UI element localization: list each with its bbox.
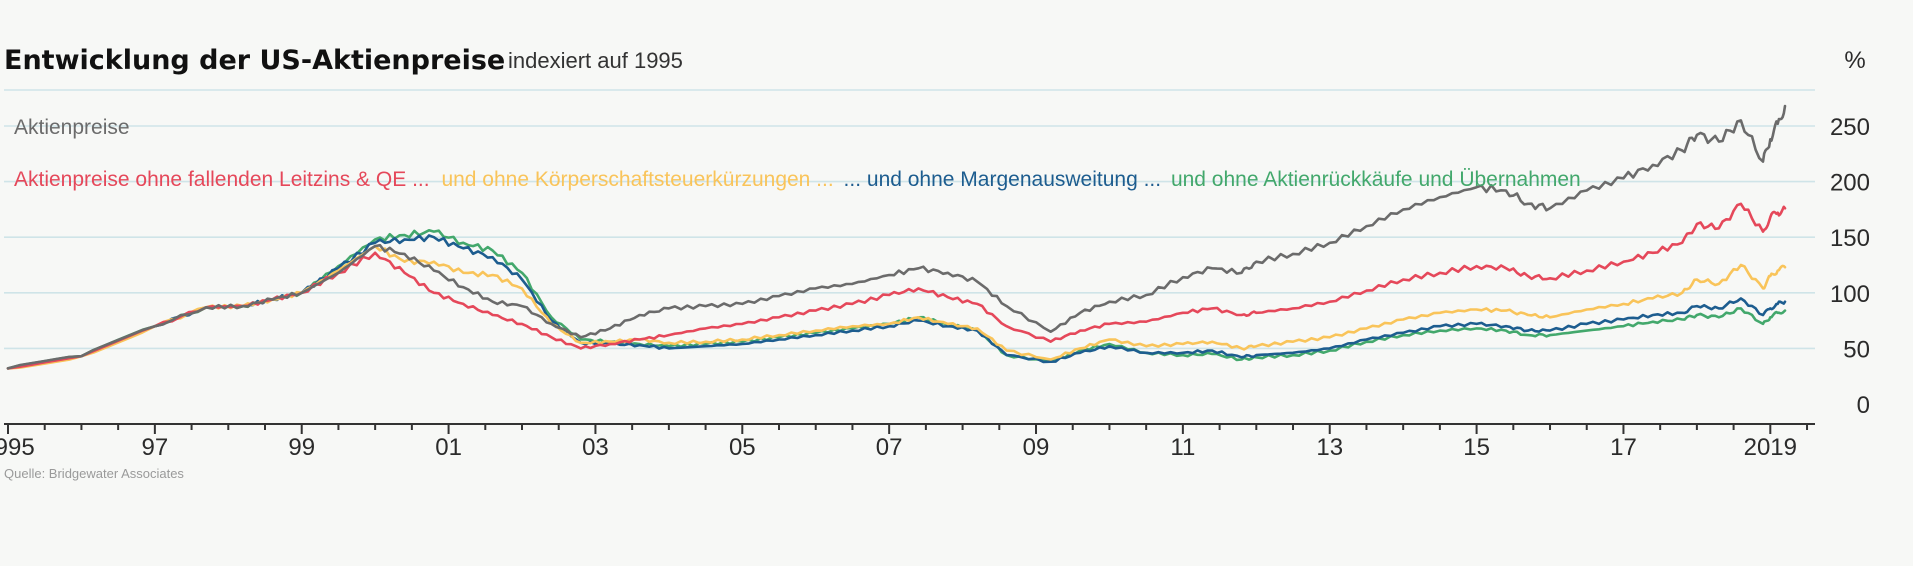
x-tick-label-09: 09 bbox=[1023, 434, 1050, 461]
series-lines bbox=[6, 104, 1787, 370]
x-tick-label-2019: 2019 bbox=[1744, 434, 1797, 461]
y-tick-label-200: 200 bbox=[1830, 170, 1870, 197]
source-note: Quelle: Bridgewater Associates bbox=[4, 466, 184, 481]
series-line-1 bbox=[6, 202, 1787, 370]
gridlines bbox=[4, 125, 1815, 350]
legend-aktienpreise: Aktienpreise bbox=[14, 116, 130, 139]
series-line-2 bbox=[6, 244, 1787, 370]
x-tick-label-11: 11 bbox=[1170, 434, 1195, 461]
x-tick-label-07: 07 bbox=[876, 434, 903, 461]
x-tick-label-05: 05 bbox=[729, 434, 756, 461]
x-tick-label-1995: 1995 bbox=[0, 434, 35, 461]
series-line-3 bbox=[6, 234, 1787, 370]
legend-ohne-steuerkuerzungen: und ohne Körperschaftsteuerkürzungen ... bbox=[441, 168, 833, 191]
chart-title: Entwicklung der US-Aktienpreise bbox=[4, 45, 505, 76]
x-tick-label-01: 01 bbox=[435, 434, 462, 461]
legend-ohne-aktienrueckkaeufe: und ohne Aktienrückkäufe und Übernahmen bbox=[1171, 168, 1581, 191]
x-tick-label-13: 13 bbox=[1316, 434, 1343, 461]
x-axis-ticks: 1995 97 99 01 03 05 07 09 11 13 15 17 2019 bbox=[0, 424, 1809, 461]
legend-ohne-margenausweitung: ... und ohne Margenausweitung ... bbox=[844, 168, 1162, 191]
y-unit-label: % bbox=[1844, 47, 1865, 74]
x-tick-label-03: 03 bbox=[582, 434, 609, 461]
y-tick-label-50: 50 bbox=[1843, 336, 1870, 363]
legend: Aktienpreise Aktienpreise ohne fallenden… bbox=[14, 116, 1581, 191]
x-tick-label-17: 17 bbox=[1610, 434, 1637, 461]
legend-series-row: Aktienpreise ohne fallenden Leitzins & Q… bbox=[14, 168, 1581, 191]
x-tick-label-15: 15 bbox=[1463, 434, 1490, 461]
chart-subtitle: indexiert auf 1995 bbox=[508, 48, 683, 73]
y-tick-label-150: 150 bbox=[1830, 225, 1870, 252]
y-tick-label-250: 250 bbox=[1830, 114, 1870, 141]
y-tick-label-0: 0 bbox=[1857, 392, 1870, 419]
x-tick-label-97: 97 bbox=[142, 434, 169, 461]
series-line-0 bbox=[6, 104, 1787, 370]
x-tick-label-99: 99 bbox=[288, 434, 315, 461]
legend-ohne-leitzins-qe: Aktienpreise ohne fallenden Leitzins & Q… bbox=[14, 168, 430, 191]
y-axis-ticks: 0 50 100 150 200 250 bbox=[1830, 114, 1870, 419]
y-tick-label-100: 100 bbox=[1830, 281, 1870, 308]
